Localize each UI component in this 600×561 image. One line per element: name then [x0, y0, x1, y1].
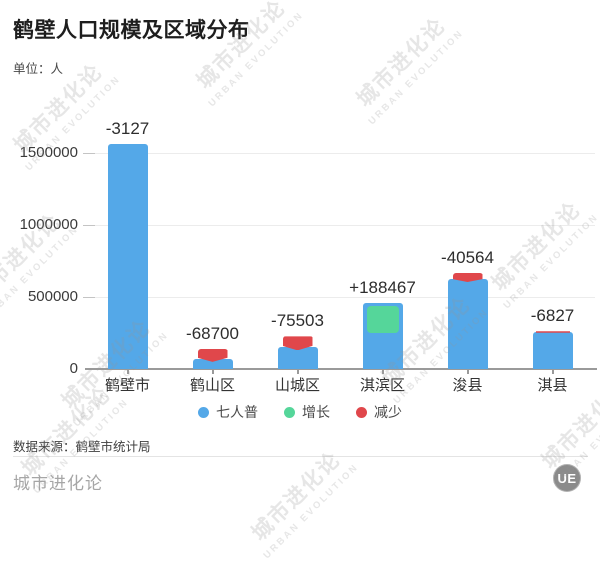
decrease-cap-浚县 [452, 273, 483, 282]
x-axis-label-山城区: 山城区 [274, 377, 320, 394]
y-axis-label-1500000: 1500000 [19, 144, 78, 161]
change-value-label-鹤壁市: -3127 [105, 118, 150, 138]
legend-label: 增长 [302, 404, 330, 420]
legend-item-1: 增长 [284, 402, 330, 422]
census-bar-山城区 [277, 347, 318, 369]
gridline-1500000 [85, 153, 595, 154]
census-bar-鹤壁市 [107, 143, 148, 369]
x-tick-山城区 [296, 370, 299, 374]
x-axis-line [85, 368, 597, 370]
chart-title: 鹤壁人口规模及区域分布 [13, 19, 250, 42]
increase-segment-淇滨区 [366, 305, 399, 333]
brand-footer: 城市进化论 [13, 474, 103, 493]
legend-label: 七人普 [216, 404, 258, 420]
legend-item-0: 七人普 [198, 402, 258, 422]
brand-logo: UE [553, 464, 581, 492]
x-axis-label-浚县: 浚县 [452, 377, 483, 394]
chart-area: 0 500000 1000000 1500000 -3127 -68700 -75503 +1… [19, 110, 597, 394]
change-value-label-淇县: -6827 [530, 305, 575, 325]
footer-divider [13, 456, 588, 457]
legend-label: 减少 [374, 404, 402, 420]
change-value-label-鹤山区: -68700 [186, 323, 239, 343]
x-tick-浚县 [466, 370, 469, 374]
census-bar-浚县 [447, 279, 488, 369]
legend-item-2: 减少 [356, 402, 402, 422]
y-axis-label-500000: 500000 [27, 288, 78, 305]
x-tick-淇县 [551, 370, 554, 374]
census-bar-淇县 [532, 331, 573, 369]
decrease-cap-淇县 [535, 330, 570, 333]
x-tick-鹤壁市 [126, 370, 129, 374]
change-value-label-浚县: -40564 [441, 248, 494, 267]
legend-dot-icon [356, 406, 367, 418]
decrease-cap-山城区 [282, 336, 313, 351]
bar-group-鹤壁市: -3127 [85, 110, 170, 369]
change-value-label-淇滨区: +188467 [349, 277, 416, 297]
bar-group-山城区: -75503 [255, 110, 340, 369]
decrease-cap-鹤山区 [197, 348, 228, 362]
legend: 七人普 增长 减少 [0, 401, 600, 423]
bar-group-淇县: -6827 [510, 110, 595, 369]
bar-group-鹤山区: -68700 [170, 110, 255, 369]
x-axis-label-鹤山区: 鹤山区 [189, 377, 235, 394]
source-note: 数据来源：鹤壁市统计局 [13, 440, 151, 454]
bars: -3127 -68700 -75503 +188467 -40564 -6827 [85, 110, 595, 369]
y-axis-label-0: 0 [69, 360, 78, 377]
gridline-1000000 [85, 225, 595, 226]
bar-group-淇滨区: +188467 [340, 110, 425, 369]
x-axis-label-鹤壁市: 鹤壁市 [104, 377, 150, 394]
legend-dot-icon [198, 406, 209, 418]
x-axis-label-淇县: 淇县 [537, 377, 568, 394]
census-bar-鹤山区 [192, 358, 233, 369]
change-value-label-山城区: -75503 [271, 311, 324, 331]
axis-tick-1500000 [83, 153, 95, 154]
x-tick-淇滨区 [381, 370, 384, 374]
legend-dot-icon [284, 406, 295, 418]
y-axis-label-1000000: 1000000 [19, 216, 78, 233]
x-axis-label-淇滨区: 淇滨区 [359, 377, 405, 394]
axis-tick-1000000 [83, 225, 95, 226]
gridline-500000 [85, 297, 595, 298]
axis-tick-500000 [83, 297, 95, 298]
x-tick-鹤山区 [211, 370, 214, 374]
bar-group-浚县: -40564 [425, 110, 510, 369]
unit-label: 单位：人 [13, 62, 64, 76]
